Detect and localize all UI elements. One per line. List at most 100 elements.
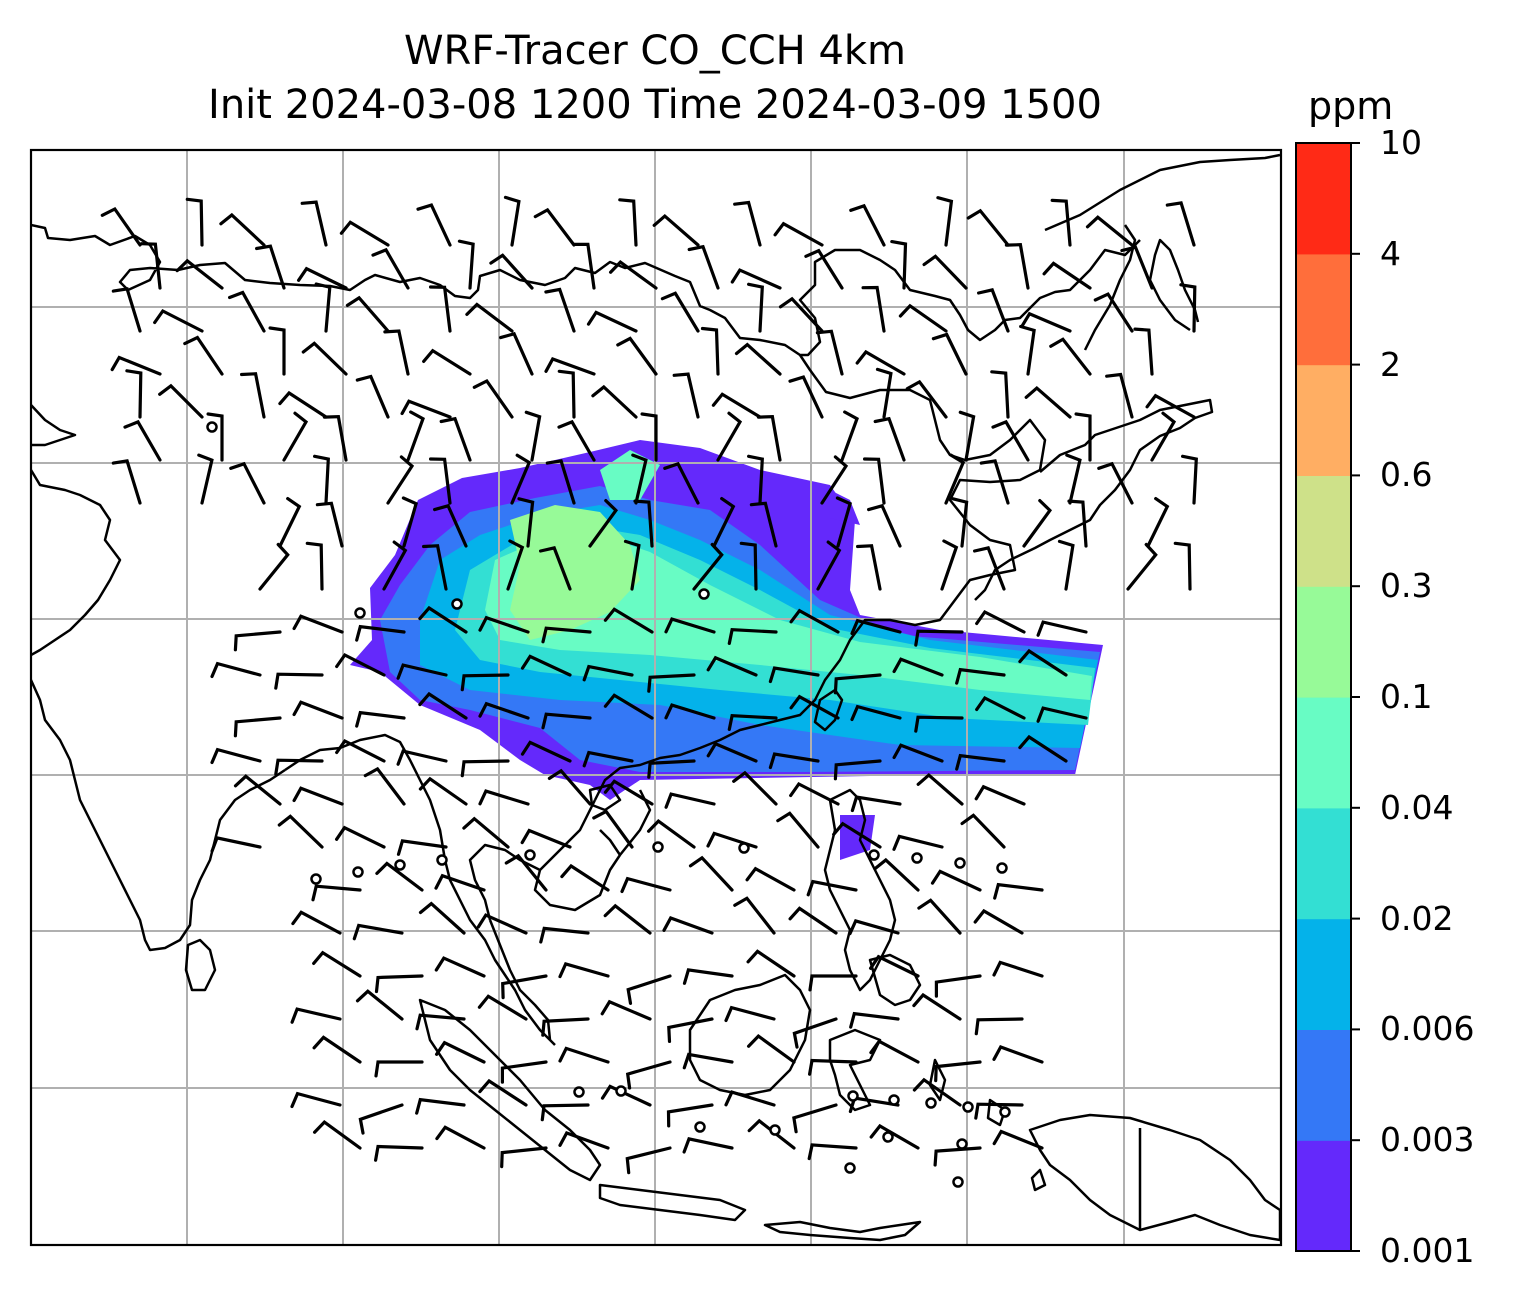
wind-barb	[111, 287, 142, 333]
wind-barb	[609, 259, 658, 290]
wind-barb	[422, 348, 472, 376]
map-panel	[31, 150, 1281, 1245]
wind-barb	[966, 208, 1010, 247]
wind-barb	[100, 206, 142, 247]
wind-barb	[682, 968, 734, 985]
wind-barb	[139, 242, 162, 290]
wind-barb	[153, 308, 204, 333]
wind-barb	[727, 628, 778, 645]
wind-barb	[973, 908, 1024, 935]
wind-barb	[955, 667, 1006, 685]
wind-barb	[315, 501, 344, 548]
wind-barb	[768, 752, 820, 770]
wind-barb	[916, 772, 964, 806]
wind-barb	[1120, 245, 1154, 290]
wind-barb	[664, 792, 716, 809]
colorbar-tick-label: 0.003	[1380, 1120, 1475, 1160]
wind-barb	[808, 974, 858, 992]
wind-barb	[520, 828, 572, 849]
calm-wind-circle	[999, 1106, 1011, 1118]
wind-barb	[374, 974, 424, 994]
wind-barb	[788, 906, 838, 935]
wind-barb	[850, 704, 902, 722]
map-frame	[29, 148, 1283, 1247]
wind-barb	[415, 1013, 466, 1031]
wind-barb	[733, 896, 776, 935]
wind-barb	[1042, 261, 1092, 290]
wind-barb	[545, 459, 576, 505]
wind-barb	[335, 738, 386, 763]
wind-barb	[371, 247, 410, 290]
wind-barb	[951, 497, 969, 548]
coast-moluccas	[928, 1058, 1047, 1192]
wind-barb	[274, 672, 324, 690]
wind-barb	[867, 503, 902, 548]
wind-barb	[292, 614, 344, 634]
wind-barb	[435, 1125, 486, 1150]
wind-barb	[955, 753, 1006, 771]
calm-wind-circles	[206, 421, 1011, 1188]
wind-barb	[816, 540, 842, 591]
wind-barb	[557, 369, 576, 419]
colorbar-tick-label: 0.02	[1380, 898, 1454, 938]
wind-barb	[688, 855, 734, 892]
wind-barb	[400, 399, 452, 419]
coast-japan-island	[1083, 224, 1137, 351]
wind-barb	[197, 453, 214, 505]
wind-barb	[125, 369, 143, 419]
plume-band-0.1	[510, 505, 640, 640]
coast-sulawesi	[828, 1028, 882, 1112]
wind-barb	[312, 1035, 362, 1064]
calm-wind-circle	[962, 1101, 974, 1113]
wind-barb	[541, 626, 592, 644]
wind-barb	[355, 624, 406, 642]
wind-barb	[747, 1118, 796, 1150]
wind-barb	[278, 497, 302, 548]
calm-wind-circle	[436, 854, 448, 866]
wind-barb	[290, 1007, 342, 1024]
wind-barb	[905, 379, 948, 419]
wind-barb	[111, 459, 142, 505]
colorbar-swatch	[1296, 364, 1351, 476]
wind-barb	[660, 291, 700, 333]
wind-barb	[664, 703, 716, 720]
wind-barb	[465, 302, 514, 333]
wind-barb	[1067, 499, 1088, 548]
calm-wind-circle	[996, 862, 1008, 874]
wind-barb	[922, 254, 968, 290]
coast-arabia	[31, 404, 77, 447]
colorbar-swatch	[1296, 253, 1351, 366]
wind-barb	[539, 926, 590, 944]
wind-barb	[850, 795, 902, 813]
wind-barb	[1133, 327, 1154, 376]
wind-barb	[912, 992, 962, 1021]
wind-barb	[499, 331, 534, 376]
wind-barb	[558, 1046, 610, 1064]
colorbar-tick-label: 0.001	[1380, 1231, 1475, 1270]
wind-barb	[917, 898, 962, 935]
wind-barb	[415, 1097, 466, 1115]
wind-barb	[533, 207, 576, 247]
wind-barb	[219, 212, 266, 247]
wind-barb	[358, 1103, 404, 1135]
wind-barb	[873, 857, 920, 892]
wind-barb	[1036, 706, 1088, 723]
coastlines	[31, 153, 1281, 1242]
wind-barb	[500, 1146, 548, 1169]
wind-barb	[647, 673, 696, 693]
wind-barb	[724, 1090, 776, 1107]
wind-barb	[278, 390, 328, 419]
wind-barb	[1020, 311, 1072, 333]
wind-barb	[855, 349, 906, 376]
wind-barb	[873, 416, 906, 462]
calm-wind-circle	[847, 1090, 859, 1102]
wind-barb	[892, 743, 944, 763]
wind-barb	[314, 282, 332, 333]
wind-barb	[557, 419, 596, 462]
wind-barb	[339, 220, 390, 247]
wind-barb	[418, 605, 468, 634]
wind-barb	[233, 630, 282, 652]
wind-barb	[724, 1005, 776, 1023]
wind-barb	[489, 253, 534, 290]
wind-barb	[228, 290, 266, 333]
